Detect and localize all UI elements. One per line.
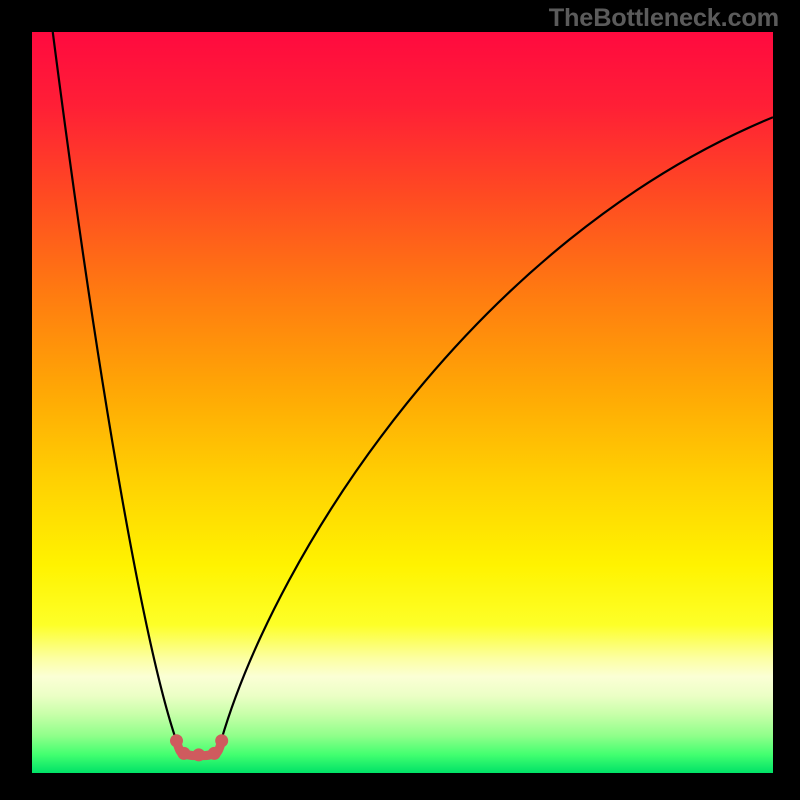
valley-marker-dot — [170, 734, 183, 747]
valley-marker-dot — [208, 747, 221, 760]
bottleneck-chart — [0, 0, 800, 800]
valley-marker-dot — [215, 734, 228, 747]
chart-frame — [0, 0, 800, 800]
valley-marker-dot — [177, 747, 190, 760]
gradient-background — [32, 32, 773, 773]
valley-marker-dot — [192, 748, 205, 761]
watermark-text: TheBottleneck.com — [549, 4, 779, 33]
